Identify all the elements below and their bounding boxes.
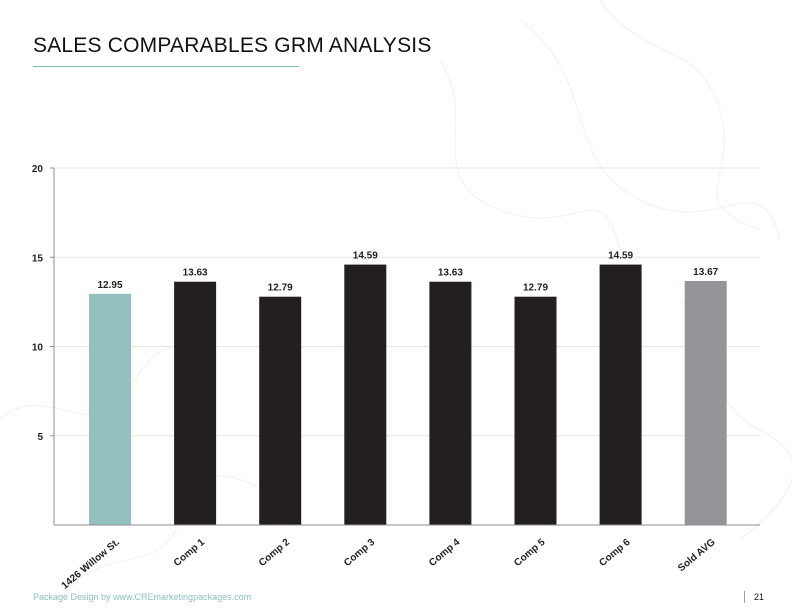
- bar-comp-4: [429, 281, 472, 525]
- x-tick-label-comp-1: Comp 1: [172, 537, 207, 569]
- y-tick-label: 5: [37, 432, 43, 443]
- x-tick-label-comp-5: Comp 5: [512, 537, 547, 569]
- bars: [89, 264, 727, 525]
- x-tick-label-comp-4: Comp 4: [427, 537, 462, 569]
- data-label-comp-3: 14.59: [353, 251, 378, 262]
- data-label-comp-4: 13.63: [438, 268, 463, 279]
- bar-sold-avg: [684, 280, 727, 525]
- y-tick-label: 10: [32, 343, 44, 354]
- bar-1426-willow-st: [89, 293, 131, 525]
- data-label-comp-2: 12.79: [268, 283, 293, 294]
- page-number: 21: [754, 592, 765, 602]
- title-underline: [33, 66, 299, 67]
- y-tick-labels: 5 10 15 20: [32, 164, 44, 443]
- footer-divider: [744, 591, 745, 603]
- bar-comp-2: [259, 296, 302, 525]
- page-title: SALES COMPARABLES GRM ANALYSIS: [33, 34, 432, 57]
- y-tick-label: 20: [32, 164, 44, 175]
- data-labels: 12.95 13.63 12.79 14.59 13.63 12.79 14.59 13.67: [97, 251, 718, 294]
- x-tick-label-1426-willow-st: 1426 Willow St.: [60, 537, 123, 592]
- bar-comp-5: [514, 296, 557, 525]
- x-tick-label-sold-avg: Sold AVG: [676, 537, 718, 574]
- data-label-comp-5: 12.79: [523, 283, 548, 294]
- bar-comp-6: [599, 264, 642, 525]
- x-tick-label-comp-2: Comp 2: [257, 537, 292, 569]
- y-tick-label: 15: [32, 253, 44, 264]
- data-label-sold-avg: 13.67: [693, 267, 718, 278]
- x-tick-label-comp-6: Comp 6: [597, 537, 632, 569]
- data-label-comp-1: 13.63: [183, 268, 208, 279]
- data-label-1426-willow-st: 12.95: [97, 280, 122, 291]
- x-tick-label-comp-3: Comp 3: [342, 537, 377, 569]
- footer-credit: Package Design by www.CREmarketingpackag…: [33, 592, 252, 602]
- axes: [53, 168, 760, 526]
- x-tick-labels: 1426 Willow St. Comp 1 Comp 2 Comp 3 Comp 4 C…: [60, 537, 718, 592]
- bar-comp-1: [174, 281, 217, 525]
- bar-comp-3: [344, 264, 387, 525]
- data-label-comp-6: 14.59: [608, 251, 633, 262]
- gridlines: [50, 167, 760, 437]
